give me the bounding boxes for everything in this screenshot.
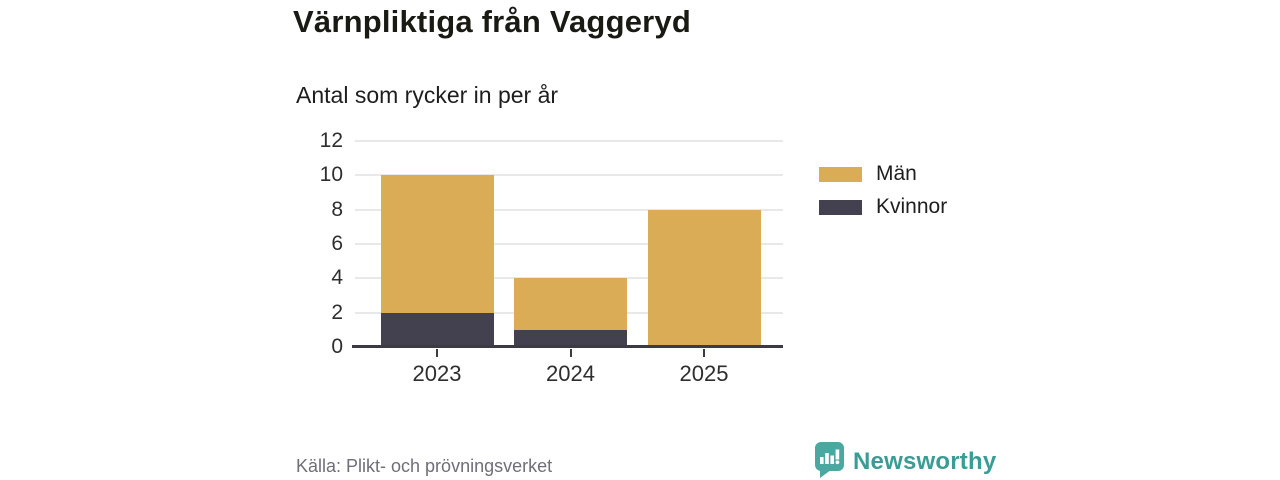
legend-item-man: Män xyxy=(819,162,947,186)
gridline-y4 xyxy=(355,277,783,280)
y-tick-label-0: 0 xyxy=(331,335,343,358)
x-tick-label-2025: 2025 xyxy=(679,361,729,386)
newsworthy-speech-bubble-chart-icon xyxy=(813,441,845,480)
chart-title: Värnpliktiga från Vaggeryd xyxy=(293,4,691,39)
newsworthy-logo: Newsworthy xyxy=(813,441,996,480)
gridline-y6 xyxy=(355,243,783,245)
y-tick-label-2: 2 xyxy=(331,300,343,324)
y-tick-label-8: 8 xyxy=(331,197,343,221)
bar-2025-män xyxy=(647,209,761,347)
x-tick-2025 xyxy=(703,349,705,357)
legend-label-kvinnor: Kvinnor xyxy=(876,195,948,218)
bar-2024-kvinnor xyxy=(514,329,627,347)
x-axis-line xyxy=(352,345,783,348)
y-tick-label-10: 10 xyxy=(319,163,343,187)
bar-2024-män xyxy=(514,278,627,330)
chart-subtitle: Antal som rycker in per år xyxy=(296,82,559,108)
legend-item-kvinnor: Kvinnor xyxy=(819,195,947,219)
legend-swatch-man xyxy=(819,166,862,182)
x-tick-label-2024: 2024 xyxy=(546,361,595,386)
stacked-bar-chart: 0 2 4 6 8 10 12 2023 2024 2025 xyxy=(320,129,783,386)
bar-2023-män xyxy=(380,175,494,313)
y-tick-label-12: 12 xyxy=(319,129,343,152)
gridline-y10 xyxy=(355,174,783,177)
x-tick-2023 xyxy=(436,349,438,357)
y-tick-label-6: 6 xyxy=(331,232,343,255)
legend-swatch-kvinnor xyxy=(819,199,862,215)
gridline-y12 xyxy=(355,140,783,142)
x-tick-2024 xyxy=(569,349,572,357)
y-tick-label-4: 4 xyxy=(331,266,343,290)
gridline-y8 xyxy=(355,208,783,211)
bar-2023-kvinnor xyxy=(380,312,494,347)
legend: Män Kvinnor xyxy=(819,162,947,219)
legend-label-man: Män xyxy=(876,162,917,185)
source-note: Källa: Plikt- och prövningsverket xyxy=(296,456,553,476)
newsworthy-wordmark: Newsworthy xyxy=(853,448,997,475)
x-tick-label-2023: 2023 xyxy=(412,361,462,386)
